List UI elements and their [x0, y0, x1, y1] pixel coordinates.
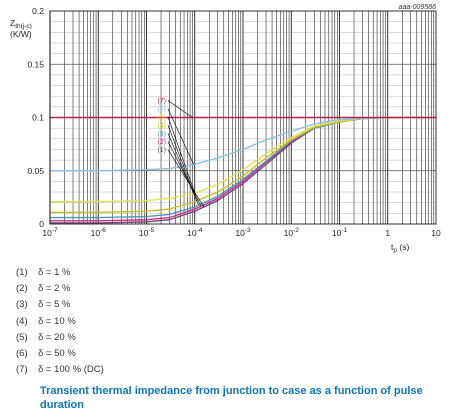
label-leaders [167, 100, 205, 208]
x-tick-label: 10-2 [284, 227, 300, 238]
label-leader-line [167, 133, 199, 206]
x-tick-exponent: -3 [245, 227, 251, 234]
x-tick-label: 10-6 [91, 227, 107, 238]
x-tick-base: 10 [284, 228, 294, 238]
series-label: (6) [157, 106, 166, 113]
x-tick-exponent: -5 [148, 227, 154, 234]
x-axis-label-sub: p [393, 247, 397, 254]
label-leader-line [167, 124, 198, 201]
x-tick-label: 10-5 [139, 227, 155, 238]
label-leader-line [167, 141, 202, 207]
x-tick-base: 10 [42, 228, 52, 238]
legend-item: (1) δ = 1 % [16, 265, 104, 281]
legend-item: (6) δ = 50 % [16, 346, 104, 362]
series-label: (2) [157, 139, 166, 146]
legend-text: δ = 100 % (DC) [38, 364, 104, 376]
x-tick-exponent: -2 [293, 227, 299, 234]
legend-number: (4) [16, 315, 28, 327]
legend-text: δ = 20 % [38, 331, 76, 343]
y-tick-labels: 0 0.05 0.1 0.15 0.2 [27, 6, 44, 229]
series-label: (7) [157, 98, 166, 105]
legend-item: (5) δ = 20 % [16, 330, 104, 346]
label-leader-line [167, 116, 196, 194]
legend-number: (2) [16, 283, 28, 295]
legend-number: (1) [16, 267, 28, 278]
x-tick-label: 1 [385, 228, 390, 238]
y-axis-label-main: Z [10, 18, 15, 28]
legend-item: (2) δ = 2 % [16, 281, 104, 297]
x-tick-base: 10 [139, 228, 149, 238]
series-line [50, 116, 436, 172]
x-axis-unit: (s) [397, 242, 409, 252]
y-tick-label: 0.2 [32, 6, 44, 16]
label-leader-line [167, 100, 193, 118]
legend-text: δ = 10 % [38, 315, 76, 327]
x-axis-label-main: t [391, 242, 394, 252]
legend-number: (5) [16, 331, 28, 343]
x-tick-base: 10 [187, 228, 197, 238]
x-tick-base: 10 [431, 228, 441, 238]
y-tick-label: 0 [39, 219, 44, 229]
chart-area: 00.050.10.150.2 10-7 10-6 10-5 10-4 10-3 10-2… [10, 4, 441, 254]
y-axis-unit: (K/W) [10, 29, 32, 39]
x-tick-label: 10-7 [42, 227, 58, 238]
legend-number: (3) [16, 299, 28, 311]
label-leader-line [167, 149, 205, 208]
x-tick-labels: 10-7 10-6 10-5 10-4 10-3 10-2 10-1 1 10 [42, 227, 441, 238]
x-tick-base: 10 [332, 228, 342, 238]
legend-text: δ = 50 % [38, 347, 76, 359]
series-label: (3) [157, 131, 166, 138]
y-axis-label-sub: th(j-c) [15, 23, 32, 30]
x-tick-exponent: -1 [341, 227, 347, 234]
figure-id: aaa-009586 [399, 4, 436, 11]
series-label: (1) [157, 147, 166, 154]
x-tick-label: 10-3 [235, 227, 251, 238]
legend-number: (7) [16, 364, 28, 376]
legend-item: (4) δ = 10 % [16, 314, 104, 330]
x-tick-exponent: -7 [52, 227, 58, 234]
plot-frame [49, 10, 437, 225]
legend-text: δ = 1 % [38, 267, 71, 278]
y-tick-label: 0.15 [27, 59, 44, 69]
y-tick-label: 0.05 [27, 166, 44, 176]
legend-list: (1) δ = 1 % (2) δ = 2 % (3) δ = 5 % (4) δ = … [16, 265, 104, 378]
x-tick-exponent: -6 [100, 227, 106, 234]
label-leader-line [167, 108, 194, 165]
legend-number: (6) [16, 347, 28, 359]
figure-caption: Transient thermal impedance from junctio… [40, 385, 423, 411]
legend-text: δ = 2 % [38, 283, 71, 295]
x-tick-label: 10-1 [332, 227, 348, 238]
legend-item: (3) δ = 5 % [16, 297, 104, 313]
y-axis-label: Zth(j-c) (K/W) [10, 18, 34, 39]
x-axis-label: tp (s) [391, 242, 409, 254]
series-label: (5) [157, 114, 166, 121]
y-tick-label: 0.1 [32, 113, 44, 123]
x-tick-base: 1 [385, 228, 390, 238]
x-tick-label: 10-4 [187, 227, 203, 238]
x-tick-exponent: -4 [197, 227, 203, 234]
series-label: (4) [157, 123, 166, 130]
x-tick-label: 10 [431, 228, 441, 238]
legend-item: (7) δ = 100 % (DC) [16, 362, 104, 378]
legend-text: δ = 5 % [38, 299, 71, 311]
series-group [50, 116, 436, 224]
x-tick-base: 10 [235, 228, 245, 238]
series-labels: (1)(2)(3)(4) (5)(6)(7) [157, 98, 166, 154]
x-tick-base: 10 [91, 228, 101, 238]
